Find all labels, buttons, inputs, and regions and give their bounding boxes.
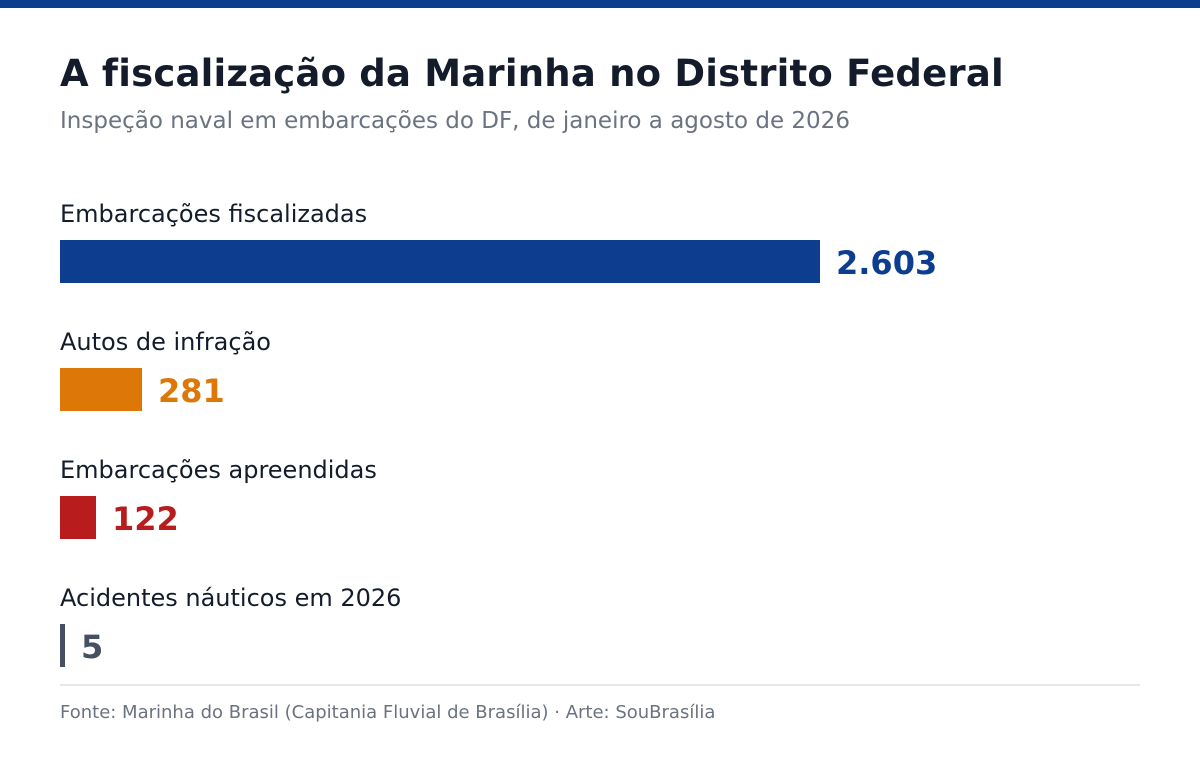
value-label: 2.603 bbox=[836, 244, 938, 282]
footer-divider bbox=[60, 684, 1140, 686]
bar-row: Embarcações apreendidas 122 bbox=[60, 451, 1140, 561]
bar bbox=[60, 240, 820, 283]
bar bbox=[60, 624, 65, 667]
bar-row: Embarcações fiscalizadas 2.603 bbox=[60, 195, 1140, 305]
value-label: 281 bbox=[158, 372, 225, 410]
category-label: Acidentes náuticos em 2026 bbox=[60, 584, 402, 612]
bar-row: Autos de infração 281 bbox=[60, 323, 1140, 433]
value-label: 122 bbox=[112, 500, 179, 538]
chart-title: A fiscalização da Marinha no Distrito Fe… bbox=[60, 52, 1004, 95]
category-label: Embarcações apreendidas bbox=[60, 456, 377, 484]
value-label: 5 bbox=[81, 628, 104, 666]
source-credit: Fonte: Marinha do Brasil (Capitania Fluv… bbox=[60, 702, 716, 723]
category-label: Embarcações fiscalizadas bbox=[60, 200, 368, 228]
category-label: Autos de infração bbox=[60, 328, 271, 356]
bar-chart: Embarcações fiscalizadas 2.603 Autos de in… bbox=[60, 195, 1140, 675]
chart-subtitle: Inspeção naval em embarcações do DF, de … bbox=[60, 108, 850, 134]
top-accent-bar bbox=[0, 0, 1200, 8]
bar bbox=[60, 496, 96, 539]
bar bbox=[60, 368, 142, 411]
bar-row: Acidentes náuticos em 2026 5 bbox=[60, 579, 1140, 689]
